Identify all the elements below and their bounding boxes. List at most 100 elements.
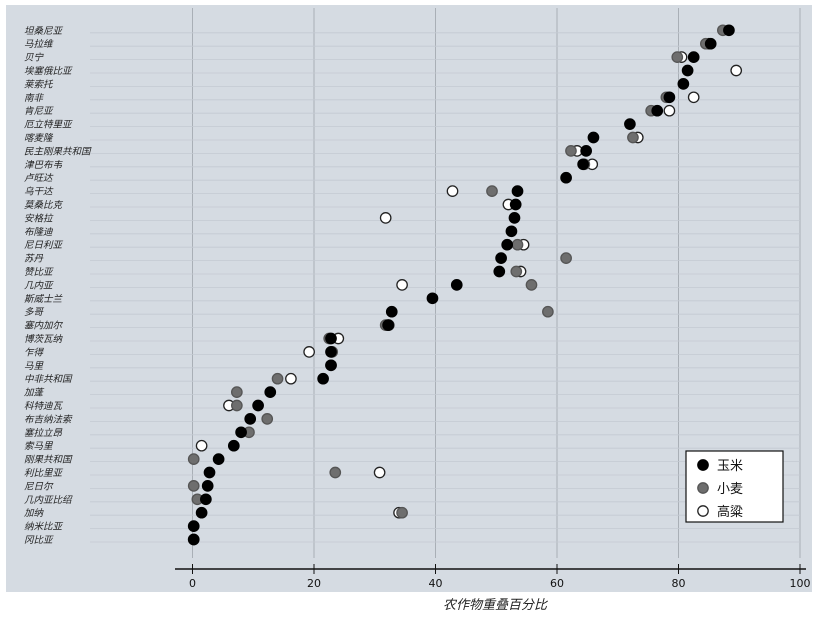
x-tick-label: 0 (189, 577, 196, 590)
y-tick-label: 中非共和国 (24, 374, 73, 385)
legend-label: 玉米 (717, 459, 743, 474)
data-point-wheat (671, 51, 684, 63)
data-point-sorghum (687, 91, 700, 104)
data-point-wheat (511, 238, 524, 251)
y-tick-label: 莱索托 (24, 79, 54, 90)
data-point-corn (663, 91, 676, 104)
legend-marker (697, 505, 709, 517)
y-tick-label: 坦桑尼亚 (24, 26, 64, 37)
x-axis-label: 农作物重叠百分比 (443, 598, 548, 613)
data-point-wheat (187, 453, 200, 465)
data-point-corn (187, 533, 200, 546)
x-tick-label: 100 (790, 577, 811, 590)
data-point-corn (187, 520, 200, 532)
data-point-wheat (560, 252, 572, 264)
data-point-corn (317, 372, 329, 385)
y-tick-label: 多哥 (24, 307, 45, 318)
y-tick-label: 加蓬 (24, 388, 45, 399)
y-tick-label: 尼日利亚 (24, 240, 64, 251)
y-tick-label: 加纳 (24, 508, 45, 519)
data-point-corn (203, 466, 216, 479)
y-tick-labels: 坦桑尼亚马拉维贝宁埃塞俄比亚莱索托南非肯尼亚厄立特里亚喀麦隆民主刚果共和国津巴布… (24, 26, 92, 546)
data-point-wheat (565, 145, 577, 157)
data-point-corn (201, 480, 214, 492)
y-tick-label: 利比里亚 (24, 468, 64, 479)
y-tick-label: 几内亚比绍 (24, 495, 73, 506)
data-point-corn (651, 104, 664, 117)
data-point-corn (200, 493, 212, 506)
data-point-corn (264, 386, 277, 398)
data-point-corn (509, 198, 522, 211)
y-tick-label: 安格拉 (24, 212, 54, 224)
y-tick-label: 喀麦隆 (24, 133, 54, 144)
data-point-corn (577, 158, 589, 171)
y-tick-label: 纳米比亚 (24, 522, 64, 533)
data-point-corn (687, 51, 700, 63)
data-point-corn (511, 185, 524, 197)
data-point-corn (426, 292, 439, 305)
data-point-corn (681, 64, 694, 77)
data-point-corn (325, 359, 337, 372)
legend-label: 小麦 (717, 482, 743, 497)
x-axis: 0 20 40 60 80 100 (175, 564, 811, 590)
y-tick-label: 博茨瓦纳 (24, 334, 64, 345)
data-point-wheat (525, 279, 538, 291)
data-point-wheat (230, 399, 243, 412)
y-tick-label: 马里 (24, 361, 45, 372)
x-tick-label: 40 (429, 577, 443, 590)
data-point-corn (495, 252, 507, 264)
y-tick-label: 津巴布韦 (24, 160, 64, 171)
data-point-corn (587, 131, 600, 144)
y-tick-label: 刚果共和国 (24, 455, 73, 466)
y-tick-label: 民主刚果共和国 (24, 146, 92, 157)
data-point-sorghum (396, 279, 408, 291)
data-point-corn (723, 24, 735, 37)
data-point-sorghum (303, 346, 315, 358)
data-point-sorghum (285, 372, 297, 385)
y-tick-label: 苏丹 (24, 254, 44, 265)
data-point-corn (624, 118, 636, 130)
data-point-sorghum (379, 212, 392, 224)
legend-label: 高粱 (717, 504, 743, 520)
data-point-corn (244, 413, 257, 425)
data-point-sorghum (730, 64, 743, 77)
data-point-corn (252, 399, 264, 412)
data-point-corn (704, 37, 717, 50)
data-point-corn (325, 346, 337, 358)
data-point-corn (195, 506, 208, 519)
data-point-corn (325, 332, 337, 345)
data-point-wheat (271, 372, 284, 385)
y-tick-label: 几内亚 (24, 280, 54, 291)
y-tick-label: 马拉维 (24, 38, 54, 50)
data-point-corn (493, 265, 506, 278)
legend-marker (697, 459, 709, 471)
y-tick-label: 赞比亚 (24, 267, 54, 278)
y-tick-label: 南非 (24, 93, 45, 104)
data-point-wheat (510, 265, 523, 278)
data-point-corn (235, 426, 247, 439)
data-point-corn (508, 212, 521, 224)
data-point-corn (212, 453, 225, 465)
y-tick-label: 科特迪瓦 (24, 401, 64, 412)
data-point-wheat (329, 466, 342, 479)
x-tick-label: 60 (550, 577, 564, 590)
data-point-wheat (261, 413, 274, 425)
data-point-sorghum (663, 104, 676, 117)
y-tick-label: 厄立特里亚 (24, 119, 73, 131)
y-tick-label: 索马里 (24, 441, 54, 452)
data-point-corn (227, 439, 240, 452)
x-tick-label: 20 (307, 577, 321, 590)
data-point-corn (560, 171, 572, 184)
y-tick-label: 贝宁 (24, 52, 45, 64)
data-point-wheat (627, 131, 639, 144)
data-point-sorghum (446, 185, 459, 197)
y-tick-label: 塞拉立昂 (24, 427, 63, 439)
data-point-corn (580, 145, 593, 157)
data-point-corn (382, 319, 394, 331)
data-point-corn (385, 305, 398, 318)
data-point-corn (501, 238, 514, 251)
y-tick-label: 埃塞俄比亚 (24, 65, 73, 77)
legend-marker (697, 482, 709, 494)
